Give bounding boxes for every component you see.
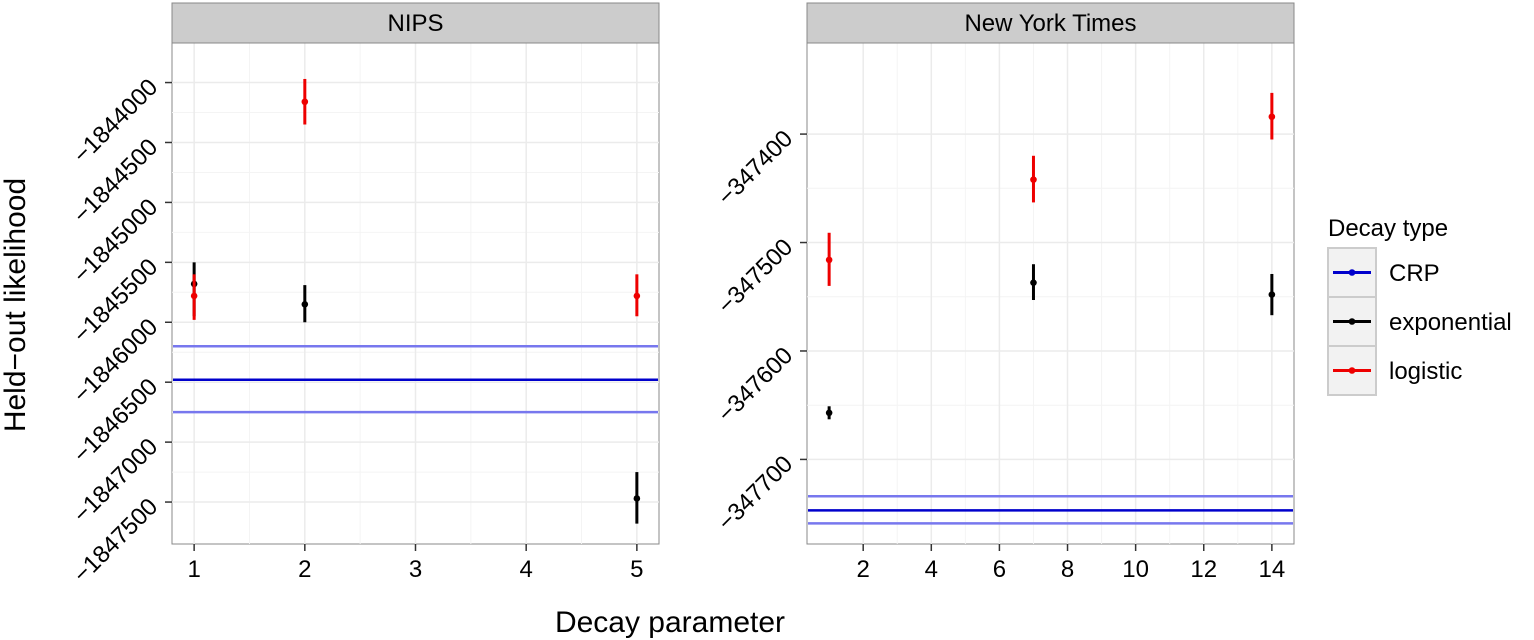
x-tick-label: 2 [857, 556, 870, 583]
panel-title: NIPS [387, 10, 443, 37]
x-tick-label: 8 [1061, 556, 1074, 583]
panel-grid [807, 43, 1294, 544]
x-tick-label: 6 [993, 556, 1006, 583]
x-tick-label: 1 [187, 556, 200, 583]
exponential-point [301, 300, 309, 308]
legend-key-point [1348, 269, 1356, 276]
panel-grid [172, 43, 659, 544]
x-tick-label: 5 [630, 556, 643, 583]
legend-key-point [1348, 367, 1356, 374]
x-tick-label: 4 [520, 556, 533, 583]
y-tick-label: −347700 [713, 451, 799, 537]
y-tick-label: −347400 [713, 125, 799, 211]
y-axis-label: Held−out likelihood [0, 178, 32, 432]
x-axis-label: Decay parameter [555, 606, 785, 639]
x-tick-label: 2 [298, 556, 311, 583]
y-tick-label: −347500 [713, 234, 799, 320]
logistic-point [1030, 176, 1037, 183]
panel-background [806, 42, 1295, 545]
legend-entry-label: CRP [1389, 260, 1440, 287]
legend-keys: CRP exponential logistic [1327, 247, 1512, 396]
logistic-point [633, 292, 641, 300]
logistic-point [190, 292, 198, 300]
exponential-point [1030, 279, 1037, 286]
x-tick-label: 14 [1259, 556, 1286, 583]
y-tick-label: −347600 [713, 342, 799, 428]
x-tick-label: 10 [1122, 556, 1149, 583]
logistic-point [825, 256, 833, 264]
panel-new-york-times: New York Times 2 4 6 8 10 12 14 −347700 −347600 −… [713, 2, 1295, 583]
panel-strip [171, 2, 660, 44]
x-tick-label: 3 [409, 556, 422, 583]
exponential-point [633, 495, 641, 502]
exponential-point [1268, 291, 1276, 298]
legend: Decay type CRP exponential logistic [1327, 215, 1512, 396]
panel-marks [808, 92, 1293, 525]
panel-strip [806, 2, 1295, 44]
panel-title: New York Times [964, 10, 1136, 37]
x-tick-label: 4 [925, 556, 938, 583]
x-tick-label: 12 [1190, 556, 1217, 583]
exponential-point [825, 409, 833, 417]
panel-nips: NIPS 1 2 3 4 5−1847500−1847000−1846500−18460… [68, 2, 660, 588]
legend-key-point [1348, 318, 1356, 325]
legend-entry-label: logistic [1389, 358, 1462, 385]
legend-title: Decay type [1328, 215, 1448, 242]
logistic-point [301, 98, 309, 106]
legend-entry-label: exponential [1389, 309, 1512, 336]
logistic-point [1268, 113, 1276, 121]
panel-marks [173, 78, 658, 524]
